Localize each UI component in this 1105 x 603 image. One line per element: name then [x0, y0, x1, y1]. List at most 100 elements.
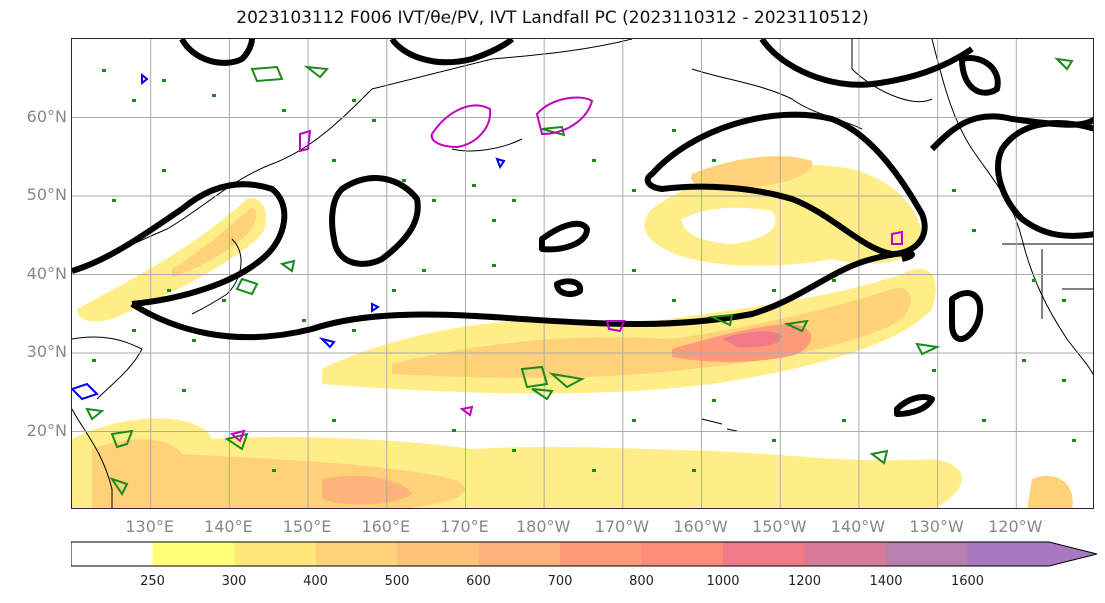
green-contour-dot — [512, 449, 516, 452]
ivt-shading — [72, 156, 1073, 508]
green-contour-dot — [182, 389, 186, 392]
black-contour-ring-c — [554, 278, 584, 298]
green-contour-dot — [672, 299, 676, 302]
green-contour-dot — [162, 79, 166, 82]
black-contours — [72, 39, 1093, 417]
green-contour-dot — [632, 419, 636, 422]
blue-contours — [72, 72, 506, 401]
ivt-colorbar — [71, 541, 1098, 567]
green-contour-dot — [1062, 299, 1066, 302]
green-contour-dot — [492, 219, 496, 222]
colorbar-tick-label: 1000 — [706, 574, 740, 589]
green-contour-dot — [832, 279, 836, 282]
colorbar-tick-label: 1200 — [787, 574, 822, 589]
green-contour-dot — [772, 289, 776, 292]
green-contour-dot — [492, 264, 496, 267]
coastlines — [72, 39, 1093, 508]
ivt-shade-core-max — [722, 331, 783, 348]
green-contour-dot — [592, 159, 596, 162]
ivt-shade-japan — [77, 198, 267, 322]
lon-label: 150°W — [752, 517, 807, 536]
lon-label: 130°W — [909, 517, 964, 536]
green-contour-dot — [167, 289, 171, 292]
green-contour-dot — [672, 129, 676, 132]
ivt-shade-tropics-core — [322, 475, 412, 505]
colorbar-segment — [641, 542, 724, 566]
lon-label: 160°W — [673, 517, 728, 536]
black-contour-main — [130, 250, 915, 341]
colorbar-tick-label: 300 — [221, 574, 247, 589]
green-contour-dot — [332, 419, 336, 422]
green-contour-dot — [1022, 359, 1026, 362]
green-contour-dot — [132, 99, 136, 102]
ivt-shade-east — [1027, 475, 1073, 508]
black-contour-japan — [72, 181, 288, 307]
green-contour-dot — [162, 169, 166, 172]
map-panel — [71, 38, 1094, 509]
green-contour-dot — [272, 469, 276, 472]
green-contour-dot — [92, 359, 96, 362]
colorbar-segment — [152, 542, 235, 566]
black-contour-ring-b — [539, 220, 590, 253]
black-contour-east-b — [995, 120, 1093, 239]
black-contour-blob — [894, 394, 935, 417]
green-contour-dot — [972, 229, 976, 232]
green-contour-dot — [102, 69, 106, 72]
colorbar-segment — [315, 542, 398, 566]
lon-label: 130°E — [125, 517, 175, 536]
black-contour-ring-e — [949, 290, 984, 342]
lon-label: 160°E — [361, 517, 411, 536]
green-contour-dot — [712, 159, 716, 162]
lat-label: 50°N — [26, 185, 67, 204]
colorbar-segment — [886, 542, 968, 566]
magenta-contour-a — [430, 104, 492, 149]
magenta-contour-e — [459, 405, 474, 417]
green-contour-dot — [472, 184, 476, 187]
green-contour-dot — [432, 199, 436, 202]
ivt-shade-japan-core — [172, 207, 257, 277]
green-contours — [85, 57, 1074, 496]
green-contour-dot — [932, 369, 936, 372]
green-contour-dot — [212, 94, 216, 97]
ivt-shade-arc-north — [691, 156, 813, 189]
magenta-contour-g — [229, 429, 246, 443]
lat-label: 60°N — [26, 106, 67, 126]
black-contour-north-b — [389, 39, 515, 66]
colorbar-segment — [804, 542, 887, 566]
green-contour-dot — [1032, 279, 1036, 282]
lon-label: 140°W — [830, 517, 886, 536]
green-contour-dot — [632, 269, 636, 272]
black-contour-north-c — [759, 39, 974, 88]
green-contour-dot — [592, 469, 596, 472]
magenta-contours — [229, 96, 903, 443]
green-dots — [92, 69, 1076, 472]
gridlines — [72, 39, 1093, 508]
black-contour-arc — [644, 111, 928, 257]
colorbar-tick-label: 500 — [384, 574, 410, 589]
green-contour-dot — [772, 439, 776, 442]
green-contour-dot — [352, 329, 356, 332]
green-contour-dot — [632, 189, 636, 192]
colorbar-tick-label: 600 — [466, 574, 491, 589]
magenta-contour-f — [891, 230, 903, 245]
green-contour-dot — [112, 199, 116, 202]
lat-label: 20°N — [26, 420, 67, 440]
green-contour-dot — [192, 339, 196, 342]
lon-label: 120°W — [988, 517, 1043, 536]
black-contour-ring-d — [959, 55, 1001, 96]
green-contour-dot — [422, 269, 426, 272]
green-contour-dot — [842, 419, 846, 422]
lon-label: 150°E — [282, 517, 332, 536]
colorbar-extend-arrow — [967, 542, 1097, 566]
green-contour-dot — [982, 419, 986, 422]
colorbar-tick-label: 1400 — [869, 574, 903, 589]
lon-label: 180°W — [515, 517, 571, 536]
colorbar-segment — [723, 542, 805, 566]
magenta-contour-d — [605, 320, 626, 333]
green-contour-dot — [332, 159, 336, 162]
green-contour-dot — [222, 299, 226, 302]
green-contour-dot — [712, 399, 716, 402]
green-contour-dot — [282, 109, 286, 112]
lon-label: 170°E — [440, 517, 489, 536]
green-contour-dot — [302, 319, 306, 322]
